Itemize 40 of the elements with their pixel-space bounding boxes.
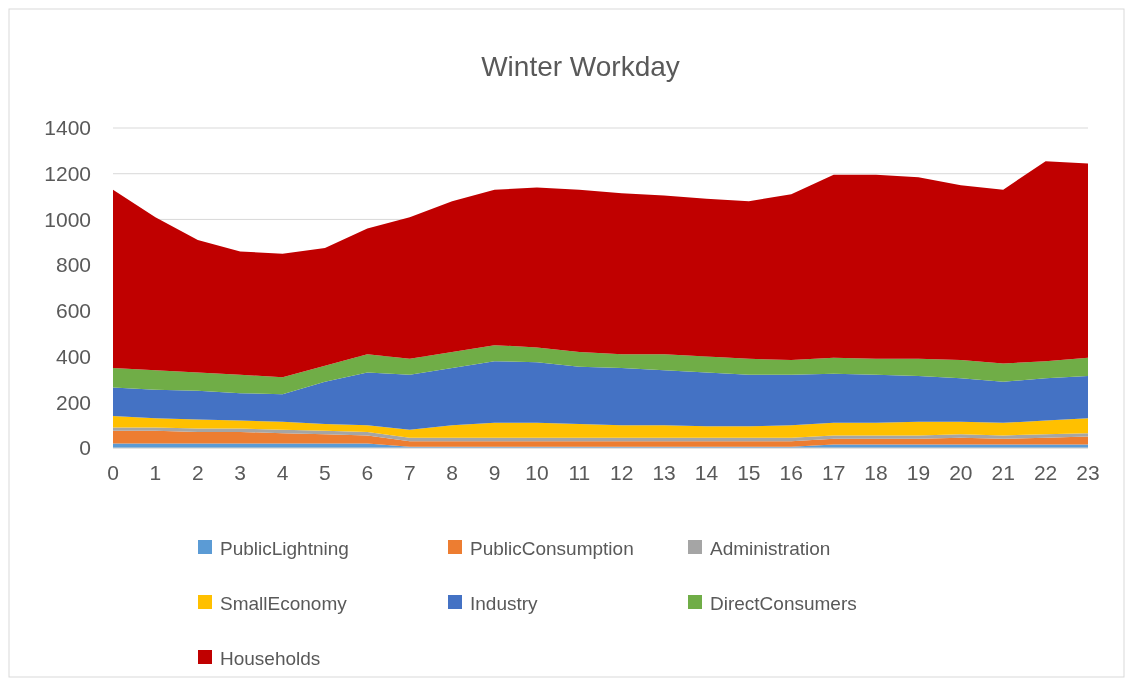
x-tick-label: 0 — [107, 461, 119, 484]
y-tick-label: 600 — [55, 299, 91, 323]
y-tick-label: 1200 — [44, 162, 91, 186]
legend-label: Industry — [470, 592, 539, 614]
x-tick-label: 11 — [568, 461, 591, 484]
x-tick-label: 14 — [694, 461, 719, 484]
legend-label: Administration — [710, 537, 831, 559]
y-tick-label: 0 — [79, 436, 91, 460]
x-tick-label: 20 — [949, 461, 973, 484]
x-tick-label: 8 — [446, 461, 458, 484]
y-tick-label: 200 — [55, 390, 91, 414]
y-tick-label: 400 — [55, 344, 91, 368]
x-tick-label: 2 — [191, 461, 204, 484]
x-tick-label: 5 — [319, 461, 331, 484]
x-tick-label: 12 — [610, 461, 634, 484]
x-tick-label: 7 — [403, 461, 416, 484]
x-tick-label: 6 — [361, 461, 374, 484]
legend-label: DirectConsumers — [710, 592, 857, 614]
x-tick-label: 13 — [652, 461, 676, 484]
x-tick-label: 3 — [234, 461, 247, 484]
legend-label: PublicLightning — [220, 537, 349, 559]
legend-label: Households — [220, 647, 321, 669]
x-tick-label: 9 — [488, 461, 501, 484]
x-tick-label: 21 — [991, 461, 1015, 484]
x-tick-label: 23 — [1076, 461, 1100, 484]
x-tick-label: 19 — [906, 461, 931, 484]
x-tick-label: 1 — [149, 461, 162, 484]
x-tick-label: 18 — [864, 461, 888, 484]
y-tick-label: 1000 — [44, 207, 91, 231]
x-tick-label: 15 — [737, 461, 761, 484]
x-tick-label: 4 — [276, 461, 289, 484]
y-tick-label: 1400 — [44, 116, 91, 140]
legend-label: SmallEconomy — [220, 592, 348, 614]
x-tick-label: 17 — [821, 461, 846, 484]
x-tick-label: 10 — [525, 461, 549, 484]
y-tick-label: 800 — [55, 253, 91, 277]
x-tick-label: 22 — [1033, 461, 1058, 484]
legend-label: PublicConsumption — [470, 537, 634, 559]
x-tick-label: 16 — [779, 461, 803, 484]
chart-title: Winter Workday — [481, 51, 680, 82]
